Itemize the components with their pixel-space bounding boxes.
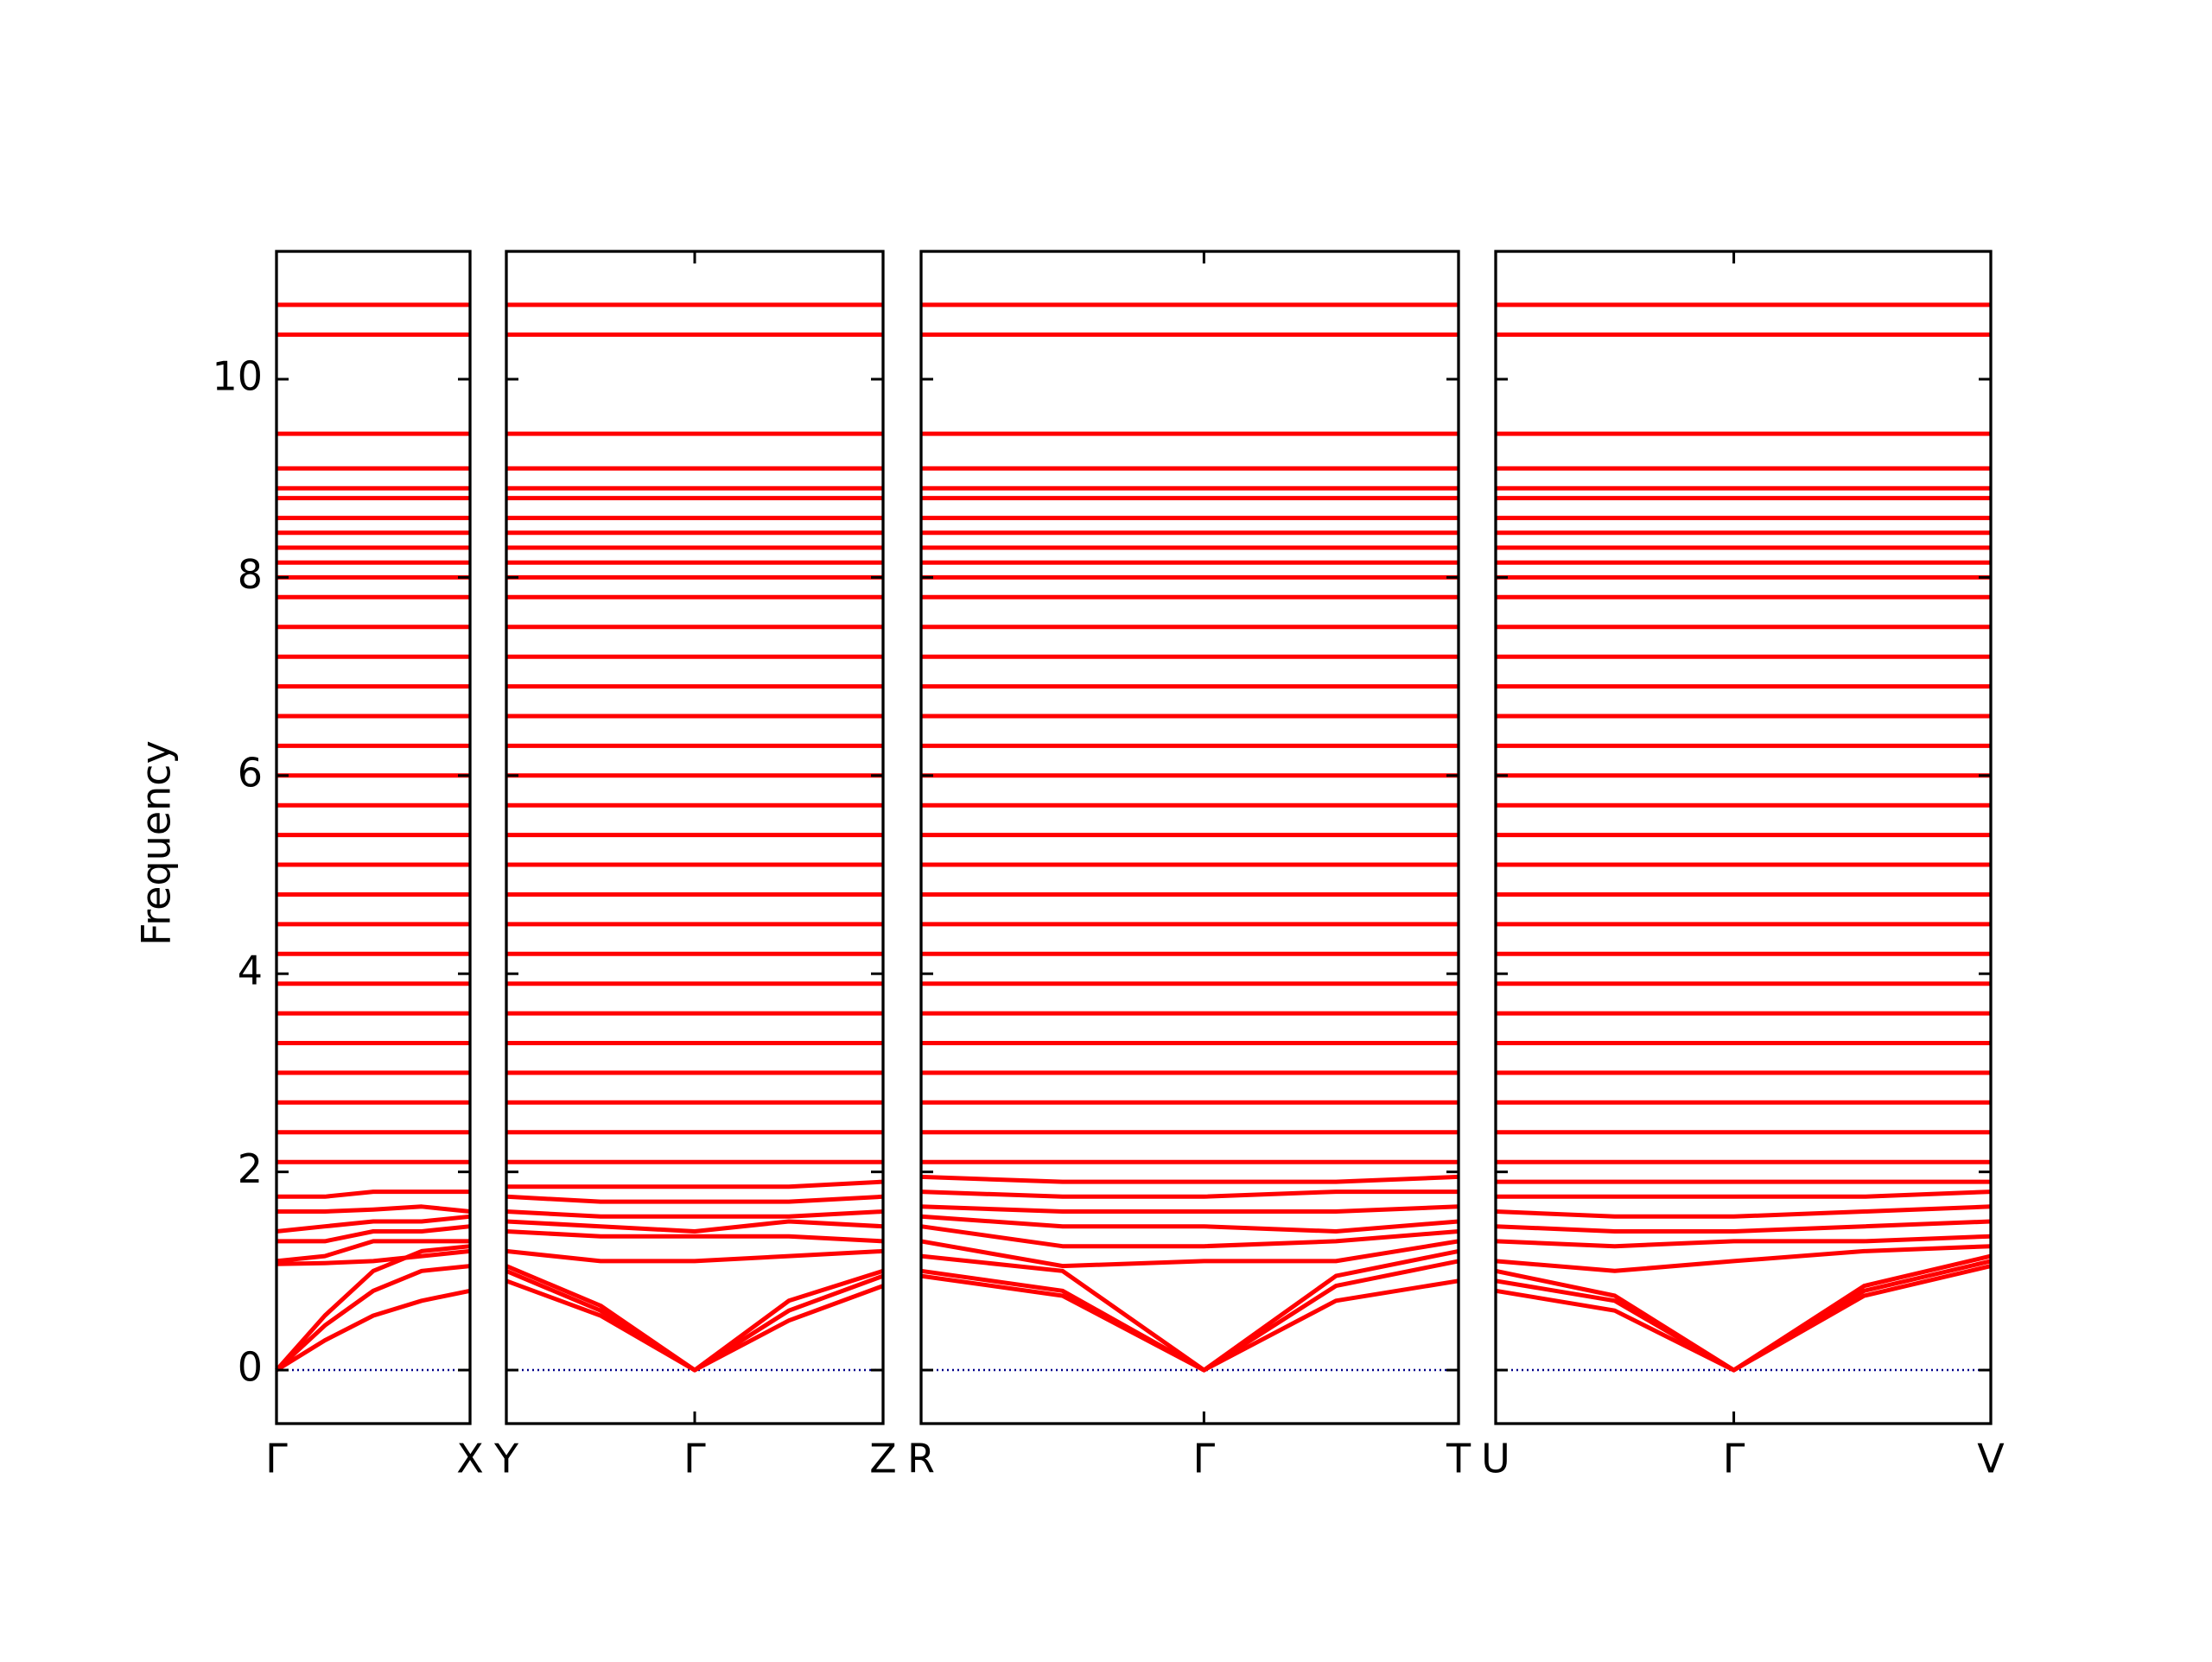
band-line	[1495, 1234, 1992, 1249]
y-tick-label: 10	[212, 352, 263, 399]
band-line	[920, 1273, 1459, 1373]
x-tick-label: U	[1481, 1436, 1510, 1482]
band-line	[920, 1259, 1459, 1373]
band-line	[505, 1219, 884, 1234]
y-tick-label: 2	[238, 1145, 263, 1192]
band-line	[505, 1209, 884, 1219]
x-tick-label: V	[1977, 1436, 2005, 1482]
band-line	[1496, 1189, 1992, 1199]
y-tick-label: 8	[238, 551, 263, 598]
band-line	[276, 1239, 470, 1264]
band-line	[276, 1189, 470, 1199]
band-line	[505, 1248, 884, 1264]
x-tick-label: Γ	[265, 1436, 288, 1482]
band-line	[276, 1224, 471, 1244]
y-tick-label: 0	[238, 1344, 263, 1391]
band-line	[920, 1224, 1459, 1249]
panel-frame	[1494, 250, 1993, 1425]
band-line	[1495, 1244, 1992, 1273]
y-tick-label: 6	[238, 749, 263, 796]
x-tick-label: Y	[493, 1436, 519, 1482]
band-line	[1495, 1259, 1992, 1373]
band-line	[1495, 1264, 1992, 1373]
x-tick-label: T	[1446, 1436, 1471, 1482]
band-line	[920, 1214, 1459, 1234]
x-tick-label: Γ	[683, 1436, 706, 1482]
band-line	[275, 1264, 471, 1372]
band-line	[920, 1239, 1459, 1269]
band-line	[276, 1214, 471, 1234]
band-line	[920, 1174, 1459, 1184]
x-tick-label: Γ	[1723, 1436, 1745, 1482]
band-line	[920, 1189, 1459, 1199]
band-line	[276, 1204, 471, 1214]
y-axis-label: Frequency	[133, 740, 180, 946]
panel-frame	[505, 250, 885, 1425]
panel-frame	[919, 250, 1460, 1425]
band-line	[505, 1194, 884, 1204]
band-line	[505, 1264, 884, 1373]
band-line	[1495, 1253, 1992, 1373]
y-tick-label: 4	[238, 948, 263, 994]
x-tick-label: Z	[869, 1436, 897, 1482]
band-line	[505, 1268, 884, 1373]
band-line	[276, 1248, 471, 1266]
panel-frame	[275, 250, 472, 1425]
x-tick-label: Γ	[1193, 1436, 1216, 1482]
band-line	[506, 1179, 884, 1189]
x-tick-label: X	[456, 1436, 484, 1482]
band-line	[920, 1204, 1459, 1214]
band-line	[275, 1244, 471, 1372]
band-line	[275, 1288, 471, 1373]
band-line	[920, 1248, 1459, 1373]
x-tick-label: R	[907, 1436, 935, 1482]
band-line	[1495, 1204, 1992, 1219]
band-line	[505, 1229, 884, 1244]
band-line	[1495, 1219, 1992, 1234]
